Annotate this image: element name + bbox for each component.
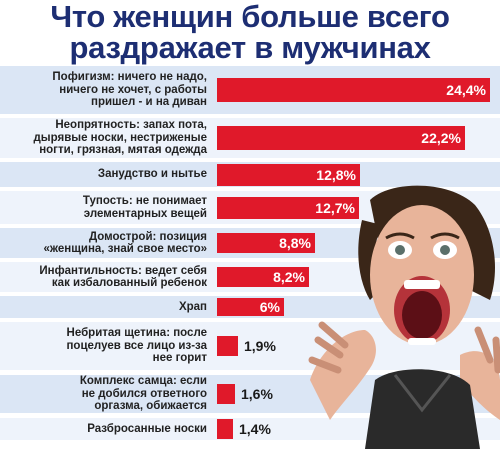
bar-value-label: 12,7% [315, 199, 355, 216]
bar [217, 384, 235, 404]
category-label-line: Храп [178, 300, 207, 313]
bar-value-label: 6% [259, 299, 280, 315]
bar-value-label: 8,8% [279, 235, 311, 251]
category-label-line: как избалованный ребенок [51, 277, 207, 289]
category-label-line: нее горит [152, 352, 207, 365]
category-label-line: Небритая щетина: после [66, 327, 207, 340]
chart-title-line-2: раздражает в мужчинах [69, 30, 431, 65]
category-label: Неопрятность: запах пота, дырявые носки, … [34, 119, 208, 157]
category-label: Домострой: позиция «женщина, знай свое ме… [43, 231, 207, 256]
category-label: Инфантильность: ведет себя как избалованн… [39, 265, 207, 290]
bar-value-label: 8,2% [273, 269, 305, 285]
category-label-line: Домострой: позиция [88, 230, 207, 243]
bar-value-label: 1,6% [241, 386, 273, 402]
bar [217, 78, 490, 102]
category-label-line: пришел - и на диван [91, 96, 207, 109]
category-label: Пофигизм: ничего не надо, ничего не хочет… [52, 71, 207, 109]
category-label-line: ногти, грязная, мятая одежда [39, 144, 207, 157]
screaming-woman-illustration [308, 185, 500, 449]
bar-value-label: 12,8% [316, 166, 356, 183]
category-label: Комплекс самца: если не добился ответного… [80, 375, 207, 413]
category-label-line: дырявые носки, нестриженые [33, 131, 208, 144]
category-label-line: Комплекс самца: если [79, 375, 207, 388]
category-label: Тупость: не понимает элементарных вещей [83, 195, 207, 220]
chart-title: Что женщин больше всего раздражает в муж… [0, 0, 500, 66]
category-label-line: Занудство и нытье [97, 168, 207, 181]
category-label: Храп [179, 301, 207, 314]
category-label-line: ничего не хочет, с работы [59, 83, 207, 96]
bar [217, 267, 309, 287]
bar [217, 336, 238, 356]
bar [217, 298, 284, 316]
bar [217, 126, 465, 150]
bar-value-label: 22,2% [421, 130, 461, 146]
bar [217, 419, 233, 439]
bar [217, 196, 359, 219]
category-label-line: Разбросанные носки [87, 422, 207, 435]
category-label-line: оргазма, обижается [94, 400, 207, 413]
chart-title-line-1: Что женщин больше всего [50, 0, 450, 34]
bar [217, 163, 360, 186]
category-label-line: элементарных вещей [83, 207, 207, 220]
category-label: Небритая щетина: после поцелуев все лицо … [66, 327, 207, 365]
category-label-line: Пофигизм: ничего не надо, [52, 71, 207, 84]
category-label-line: не добился ответного [81, 387, 207, 400]
category-label-line: «женщина, знай свое место» [43, 243, 207, 255]
category-label-line: Инфантильность: ведет себя [39, 264, 207, 277]
category-label-line: Неопрятность: запах пота, [55, 119, 207, 132]
bar-value-label: 24,4% [446, 82, 486, 98]
bar-value-label: 1,4% [239, 421, 271, 437]
category-label: Разбросанные носки [87, 423, 207, 436]
category-label-line: поцелуев все лицо из-за [66, 339, 207, 352]
bar-value-label: 1,9% [244, 338, 276, 354]
bar [217, 233, 315, 253]
category-label: Занудство и нытье [98, 168, 207, 181]
category-label-line: Тупость: не понимает [82, 195, 207, 207]
